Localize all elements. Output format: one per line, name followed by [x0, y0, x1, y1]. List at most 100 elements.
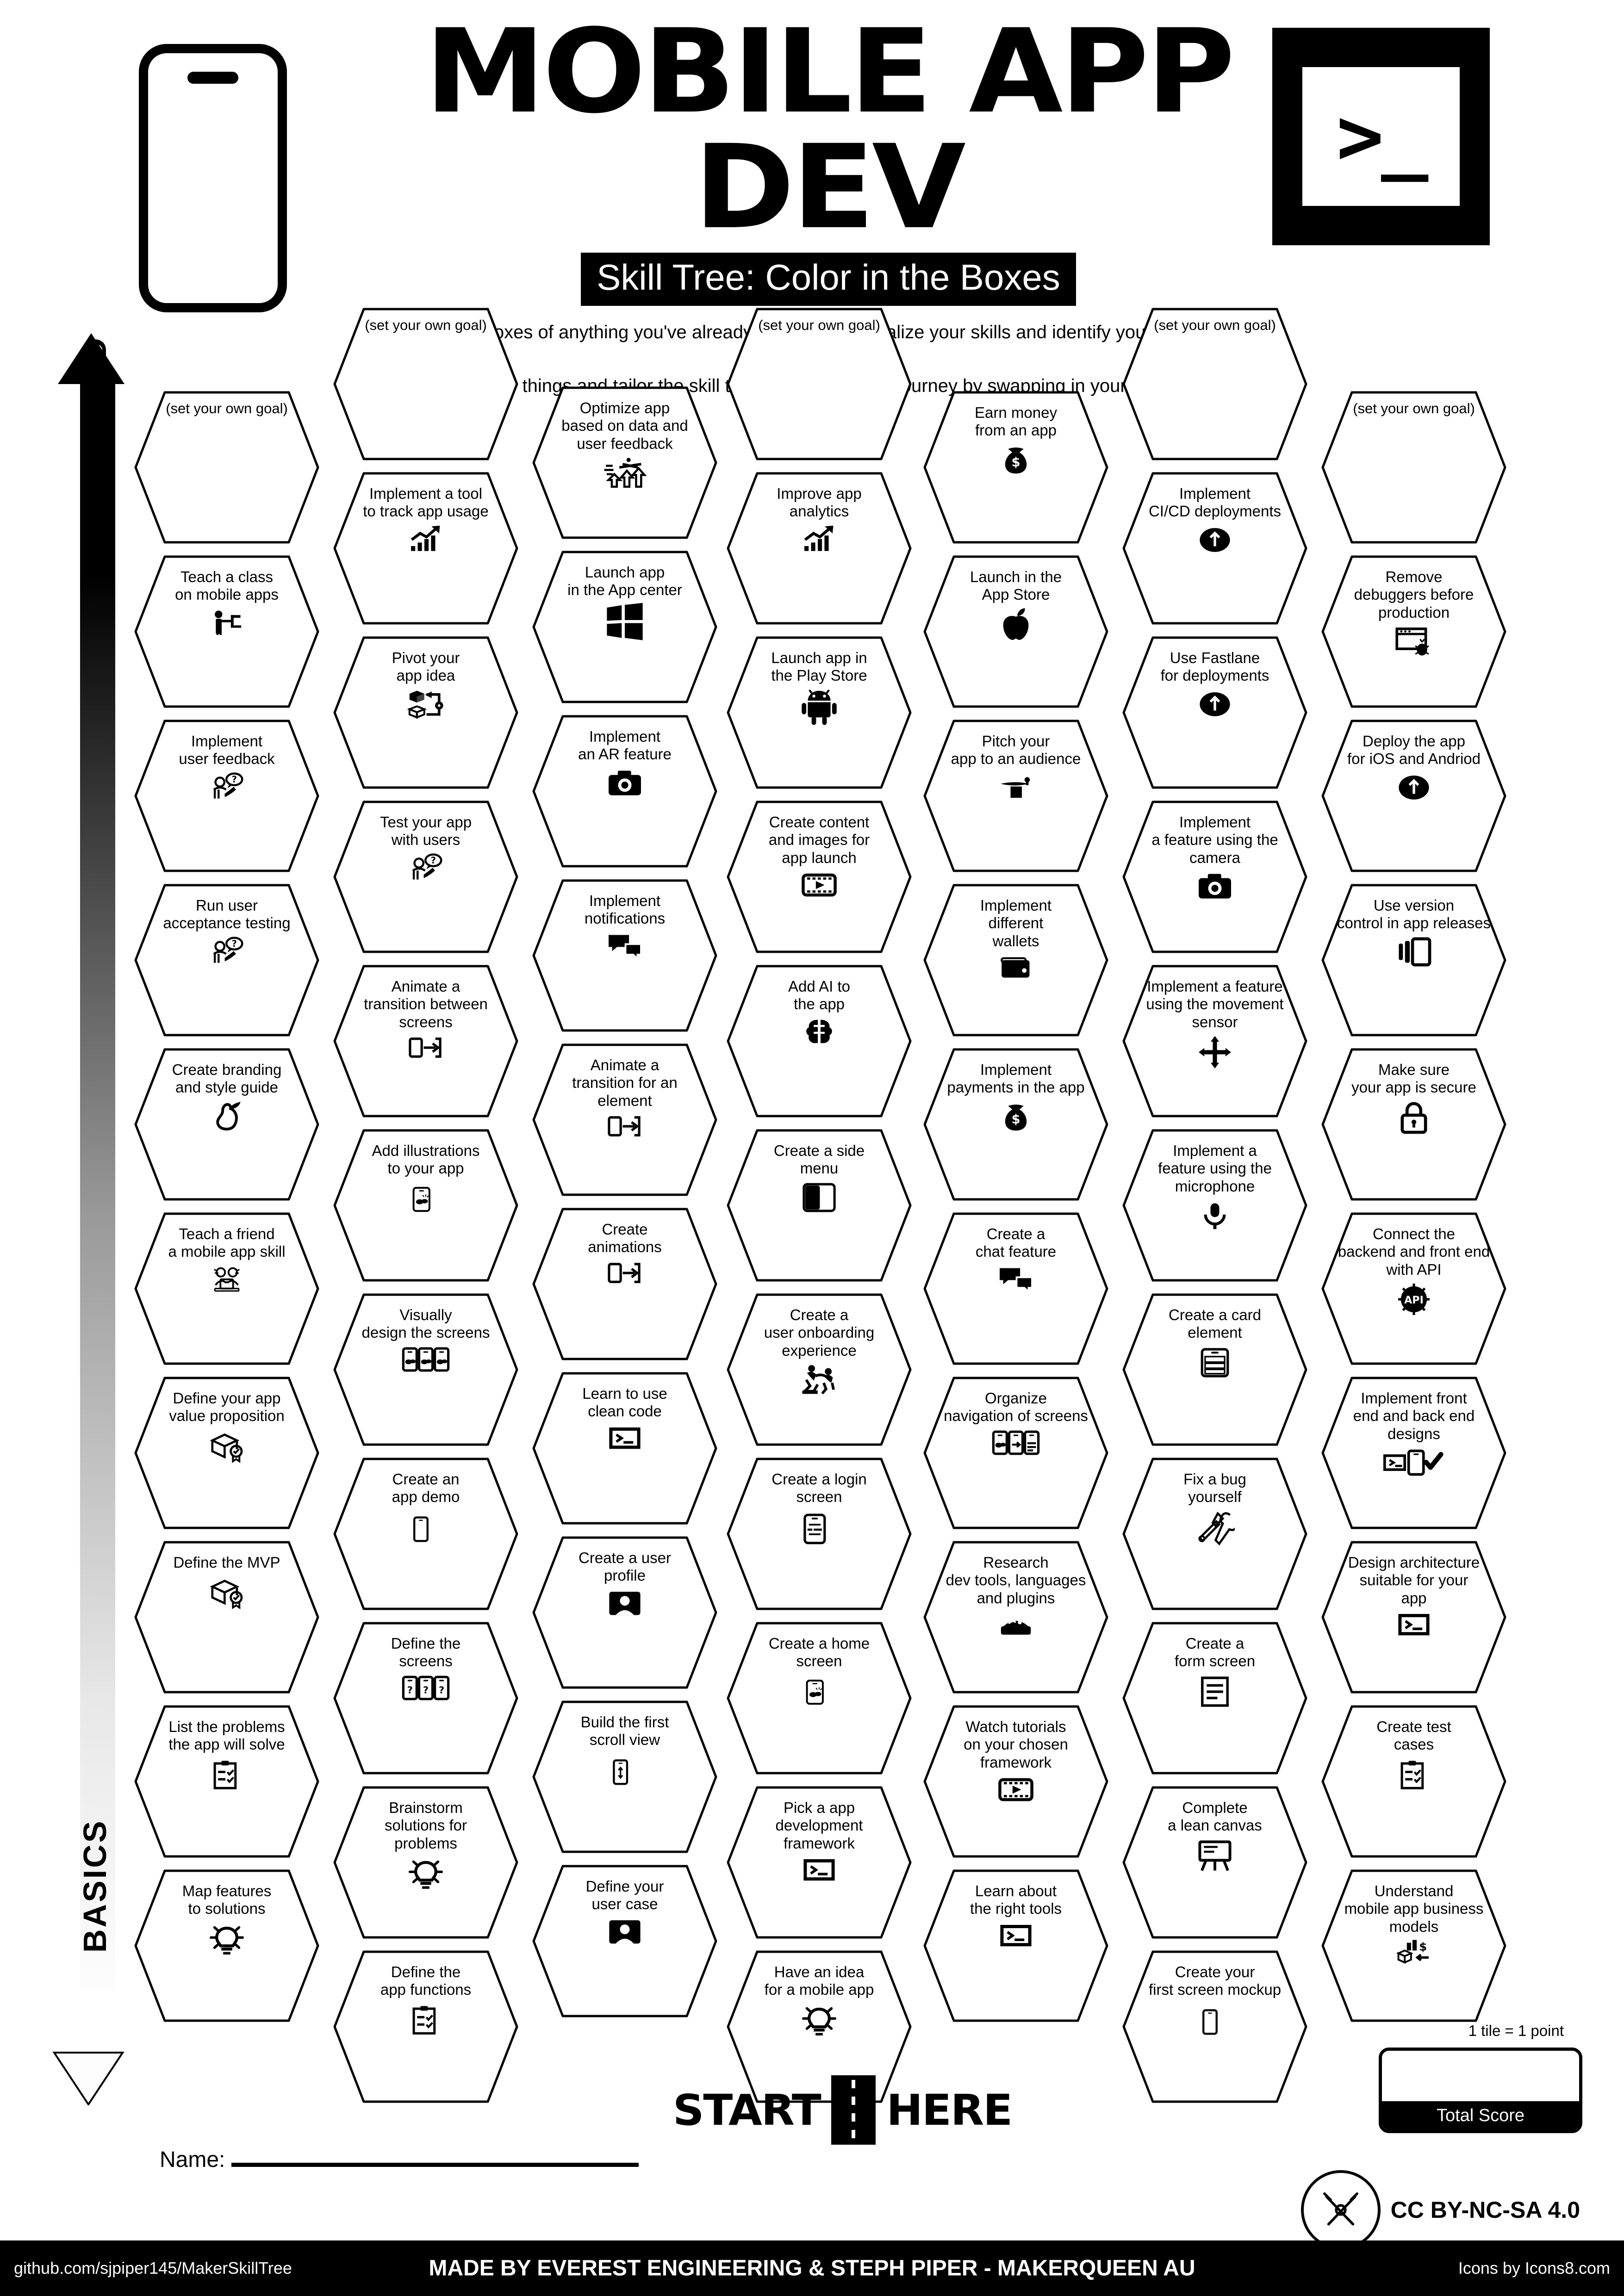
skill-tile-label: Make sure your app is secure [1351, 1061, 1476, 1097]
skill-tile-label-line: for a mobile app [764, 1981, 874, 1998]
skill-tile-label-line: Connect the [1373, 1225, 1455, 1242]
skill-tile[interactable]: Define the MVP [134, 1541, 319, 1694]
skill-tile[interactable]: Create a side menu [727, 1129, 912, 1282]
skill-tile[interactable]: Animate a transition for an element [532, 1043, 717, 1196]
skill-tile[interactable]: Create a user onboarding experience [727, 1293, 912, 1446]
skill-tile[interactable]: Define the screens ? ? ? [333, 1622, 518, 1775]
skill-tile[interactable]: Add AI to the app [727, 965, 912, 1117]
skill-tile[interactable]: Design architecture suitable for your app [1321, 1541, 1506, 1694]
skill-tile-content: Complete a lean canvas [1137, 1786, 1293, 1939]
skill-tile[interactable]: Fix a bug yourself [1122, 1458, 1307, 1610]
svg-text:$: $ [1419, 1940, 1427, 1953]
footer-repo-link[interactable]: github.com/sjpiper145/MakerSkillTree [14, 2259, 292, 2277]
skill-tile[interactable]: (set your own goal) [727, 308, 912, 460]
skill-tile[interactable]: Animate a transition between screens [333, 965, 518, 1117]
skill-tile[interactable]: (set your own goal) [333, 308, 518, 460]
skill-tile[interactable]: Create a chat feature [923, 1212, 1108, 1365]
skill-tile[interactable]: (set your own goal) [1122, 308, 1307, 460]
skill-tile[interactable]: Watch tutorials on your chosen framework [923, 1705, 1108, 1858]
skill-tile[interactable]: Launch app in the Play Store [727, 636, 912, 789]
skill-tile-label-line: CI/CD deployments [1148, 503, 1282, 520]
skill-tile[interactable]: Create an app demo [333, 1458, 518, 1610]
skill-tile[interactable]: Create content and images for app launch [727, 800, 912, 953]
skill-tile-label-line: Use Fastlane [1170, 649, 1260, 666]
skill-tile[interactable]: Earn money from an app $ [923, 391, 1108, 544]
skill-tile[interactable]: Create test cases [1321, 1705, 1506, 1858]
skill-tile[interactable]: Improve app analytics [727, 472, 912, 625]
skill-tile-label-line: the app will solve [168, 1736, 285, 1753]
skill-tile[interactable]: Brainstorm solutions for problems [333, 1786, 518, 1939]
footer-icons-credit[interactable]: Icons by Icons8.com [1458, 2259, 1610, 2277]
skill-tile[interactable]: Pick a app development framework [727, 1786, 912, 1939]
skill-tile[interactable]: Optimize app based on data and user feedba… [532, 386, 717, 539]
skill-tile-label: Deploy the app for iOS and Andriod [1347, 732, 1481, 768]
skill-tile[interactable]: Understand mobile app business models $ [1321, 1869, 1506, 2022]
skill-tile[interactable]: Learn to use clean code [532, 1372, 717, 1525]
skill-tile[interactable]: Create your first screen mockup [1122, 1950, 1307, 2103]
total-score-box[interactable]: Total Score [1379, 2048, 1582, 2133]
skill-tile-label-line: notifications [584, 910, 666, 927]
skill-tile[interactable]: (set your own goal) [134, 391, 319, 544]
skill-tile-label: Implement notifications [585, 892, 665, 928]
skill-tile[interactable]: Deploy the app for iOS and Andriod [1321, 720, 1506, 872]
skill-tile[interactable]: Define the app functions [333, 1950, 518, 2103]
skill-tile[interactable]: Create a user profile [532, 1536, 717, 1689]
skill-tile[interactable]: Add illustrations to your app [333, 1129, 518, 1282]
skill-tile[interactable]: Define your app value proposition [134, 1377, 319, 1529]
skill-tile-label-line: screen [796, 1488, 842, 1506]
skill-tile[interactable]: Teach a friend a mobile app skill [134, 1212, 319, 1365]
skill-tile[interactable]: Use version control in app releases [1321, 884, 1506, 1036]
skill-tile[interactable]: Implement payments in the app $ [923, 1048, 1108, 1201]
skill-tile[interactable]: Make sure your app is secure [1321, 1048, 1506, 1201]
skill-tile[interactable]: Implement front end and back end designs [1321, 1377, 1506, 1529]
skill-tile-label-line: Learn to use [582, 1385, 667, 1402]
skill-tile-icon-onboarding-people [798, 1363, 840, 1401]
skill-tile[interactable]: Research dev tools, languages and plugins [923, 1541, 1108, 1694]
skill-tile[interactable]: Test your app with users ? [333, 800, 518, 953]
skill-tile[interactable]: List the problems the app will solve [134, 1705, 319, 1858]
skill-tile-label-line: scroll view [589, 1731, 660, 1749]
skill-tile[interactable]: Implement a feature using the microphone [1122, 1129, 1307, 1282]
skill-tile[interactable]: Teach a class on mobile apps [134, 555, 319, 708]
skill-tile[interactable]: Use Fastlane for deployments [1122, 636, 1307, 789]
skill-tile[interactable]: Implement CI/CD deployments [1122, 472, 1307, 625]
skill-tile[interactable]: Implement user feedback ? [134, 720, 319, 872]
skill-tile[interactable]: Implement a feature using the camera [1122, 800, 1307, 953]
skill-tile[interactable]: Learn about the right tools [923, 1869, 1108, 2022]
skill-tile-content: Pivot your app idea [348, 636, 504, 789]
skill-tile[interactable]: Implement a tool to track app usage [333, 472, 518, 625]
skill-tile[interactable]: Create a card element [1122, 1293, 1307, 1446]
skill-tile[interactable]: Complete a lean canvas [1122, 1786, 1307, 1939]
skill-tile[interactable]: Organize navigation of screens [923, 1377, 1108, 1529]
skill-tile[interactable]: Create a form screen [1122, 1622, 1307, 1775]
skill-tile[interactable]: Create a login screen [727, 1458, 912, 1610]
skill-tile[interactable]: Create branding and style guide [134, 1048, 319, 1201]
name-input-line[interactable] [231, 2163, 639, 2167]
skill-tile[interactable]: (set your own goal) [1321, 391, 1506, 544]
skill-tile-label-line: for deployments [1160, 667, 1269, 684]
skill-tile-label: Create a login screen [772, 1471, 866, 1506]
skill-tile-label-line: Create branding [172, 1061, 282, 1078]
skill-tile[interactable]: Launch app in the App center [532, 551, 717, 703]
skill-tile[interactable]: Remove debuggers before production [1321, 555, 1506, 708]
skill-tile[interactable]: Connect the backend and front end with API… [1321, 1212, 1506, 1365]
skill-tile[interactable]: Define your user case [532, 1865, 717, 2017]
skill-tile[interactable]: Build the first scroll view [532, 1700, 717, 1853]
skill-tile[interactable]: Implement an AR feature [532, 715, 717, 868]
skill-tile[interactable]: Launch in the App Store [923, 555, 1108, 708]
svg-text:$: $ [1011, 1112, 1020, 1127]
skill-tile[interactable]: Pitch your app to an audience [923, 720, 1108, 872]
name-field[interactable]: Name: [160, 2147, 639, 2172]
skill-tile[interactable]: Visually design the screens [333, 1293, 518, 1446]
skill-tile[interactable]: Create animations [532, 1208, 717, 1360]
skill-tile[interactable]: Pivot your app idea [333, 636, 518, 789]
skill-tile[interactable]: Implement a feature using the movement sen… [1122, 965, 1307, 1117]
skill-tile[interactable]: Implement notifications [532, 879, 717, 1032]
skill-tile[interactable]: Have an idea for a mobile app [727, 1950, 912, 2103]
skill-tile[interactable]: Map features to solutions [134, 1869, 319, 2022]
skill-tile-icon-feedback-question: ? [206, 772, 248, 806]
skill-tile[interactable]: Create a home screen [727, 1622, 912, 1775]
skill-tile[interactable]: Run user acceptance testing ? [134, 884, 319, 1036]
skill-tile-label-line: Understand [1374, 1882, 1454, 1899]
skill-tile[interactable]: Implement different wallets [923, 884, 1108, 1036]
